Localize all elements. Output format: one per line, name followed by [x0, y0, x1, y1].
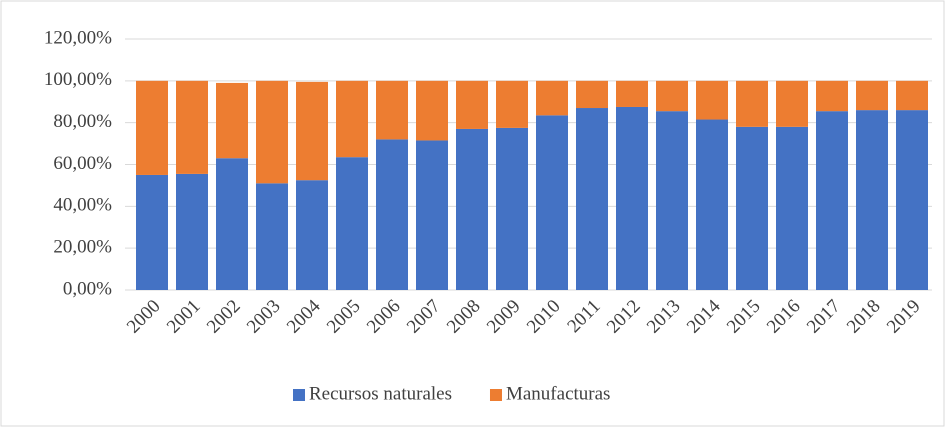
bar-segment [656, 80, 688, 112]
bar-segment [736, 80, 768, 127]
bar-segment [776, 126, 808, 290]
bar-segment [256, 80, 288, 184]
bar-segment [136, 174, 168, 290]
bar-segment [576, 80, 608, 109]
bar-segment [816, 111, 848, 290]
bar-segment [376, 139, 408, 290]
bar-segment [456, 128, 488, 290]
bar-segment [456, 80, 488, 129]
bar-segment [816, 80, 848, 112]
bar-segment [696, 80, 728, 120]
bar-segment [296, 81, 328, 181]
bar-segment [536, 80, 568, 116]
bar-segment [856, 80, 888, 111]
y-tick-label: 60,00% [53, 153, 112, 174]
bar-segment [496, 80, 528, 128]
bar-segment [536, 115, 568, 291]
bar-segment [336, 157, 368, 290]
bar-segment [216, 82, 248, 159]
legend-swatch [489, 389, 502, 401]
bar-segment [856, 110, 888, 290]
bar-segment [616, 80, 648, 107]
bar-segment [616, 106, 648, 291]
bar-segment [136, 80, 168, 175]
y-tick-label: 120,00% [44, 27, 112, 48]
bar-segment [416, 80, 448, 141]
bar-segment [416, 140, 448, 290]
bar-segment [696, 119, 728, 290]
bar-segment [496, 127, 528, 290]
bar-segment [576, 108, 608, 291]
legend-label: Recursos naturales [309, 383, 452, 404]
bar-segment [376, 80, 408, 140]
y-tick-label: 80,00% [53, 111, 112, 132]
y-tick-label: 20,00% [53, 237, 112, 258]
y-tick-label: 0,00% [63, 278, 112, 299]
bar-segment [176, 80, 208, 174]
legend-swatch [293, 389, 305, 401]
bar-segment [776, 80, 808, 127]
bar-segment [896, 110, 928, 290]
bar-segment [736, 126, 768, 290]
bar-segment [216, 158, 248, 290]
y-tick-label: 100,00% [44, 69, 112, 90]
bar-segment [656, 111, 688, 290]
y-tick-label: 40,00% [53, 195, 112, 216]
bar-segment [256, 183, 288, 290]
bar-segment [336, 80, 368, 158]
legend-label: Manufacturas [506, 383, 610, 404]
bar-segment [176, 173, 208, 290]
bar-segment [896, 80, 928, 111]
bar-segment [296, 180, 328, 290]
